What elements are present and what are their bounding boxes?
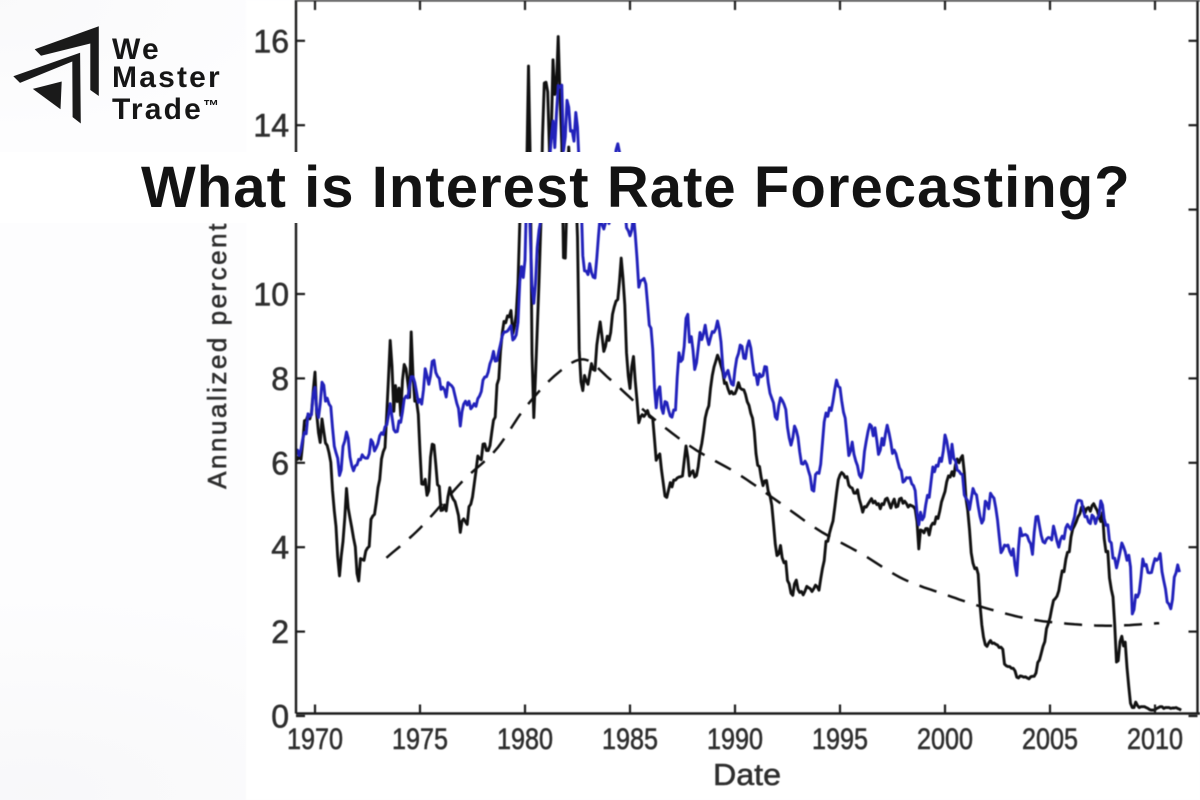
svg-text:1975: 1975 [392, 723, 448, 756]
svg-text:14: 14 [253, 108, 289, 144]
svg-text:4: 4 [271, 530, 289, 566]
svg-text:1980: 1980 [497, 723, 553, 756]
svg-text:1970: 1970 [287, 723, 343, 756]
svg-text:2005: 2005 [1022, 723, 1078, 756]
svg-text:10: 10 [253, 277, 289, 313]
svg-text:2000: 2000 [917, 723, 973, 756]
svg-text:2010: 2010 [1127, 723, 1183, 756]
svg-text:0: 0 [271, 699, 289, 735]
svg-text:16: 16 [253, 23, 289, 59]
svg-text:1990: 1990 [707, 723, 763, 756]
svg-text:Date: Date [713, 757, 781, 792]
svg-text:8: 8 [271, 361, 289, 397]
svg-text:1985: 1985 [602, 723, 658, 756]
svg-text:6: 6 [271, 445, 289, 481]
svg-text:2: 2 [271, 614, 289, 650]
svg-text:1995: 1995 [812, 723, 868, 756]
svg-text:Annualized percent: Annualized percent [202, 221, 232, 489]
